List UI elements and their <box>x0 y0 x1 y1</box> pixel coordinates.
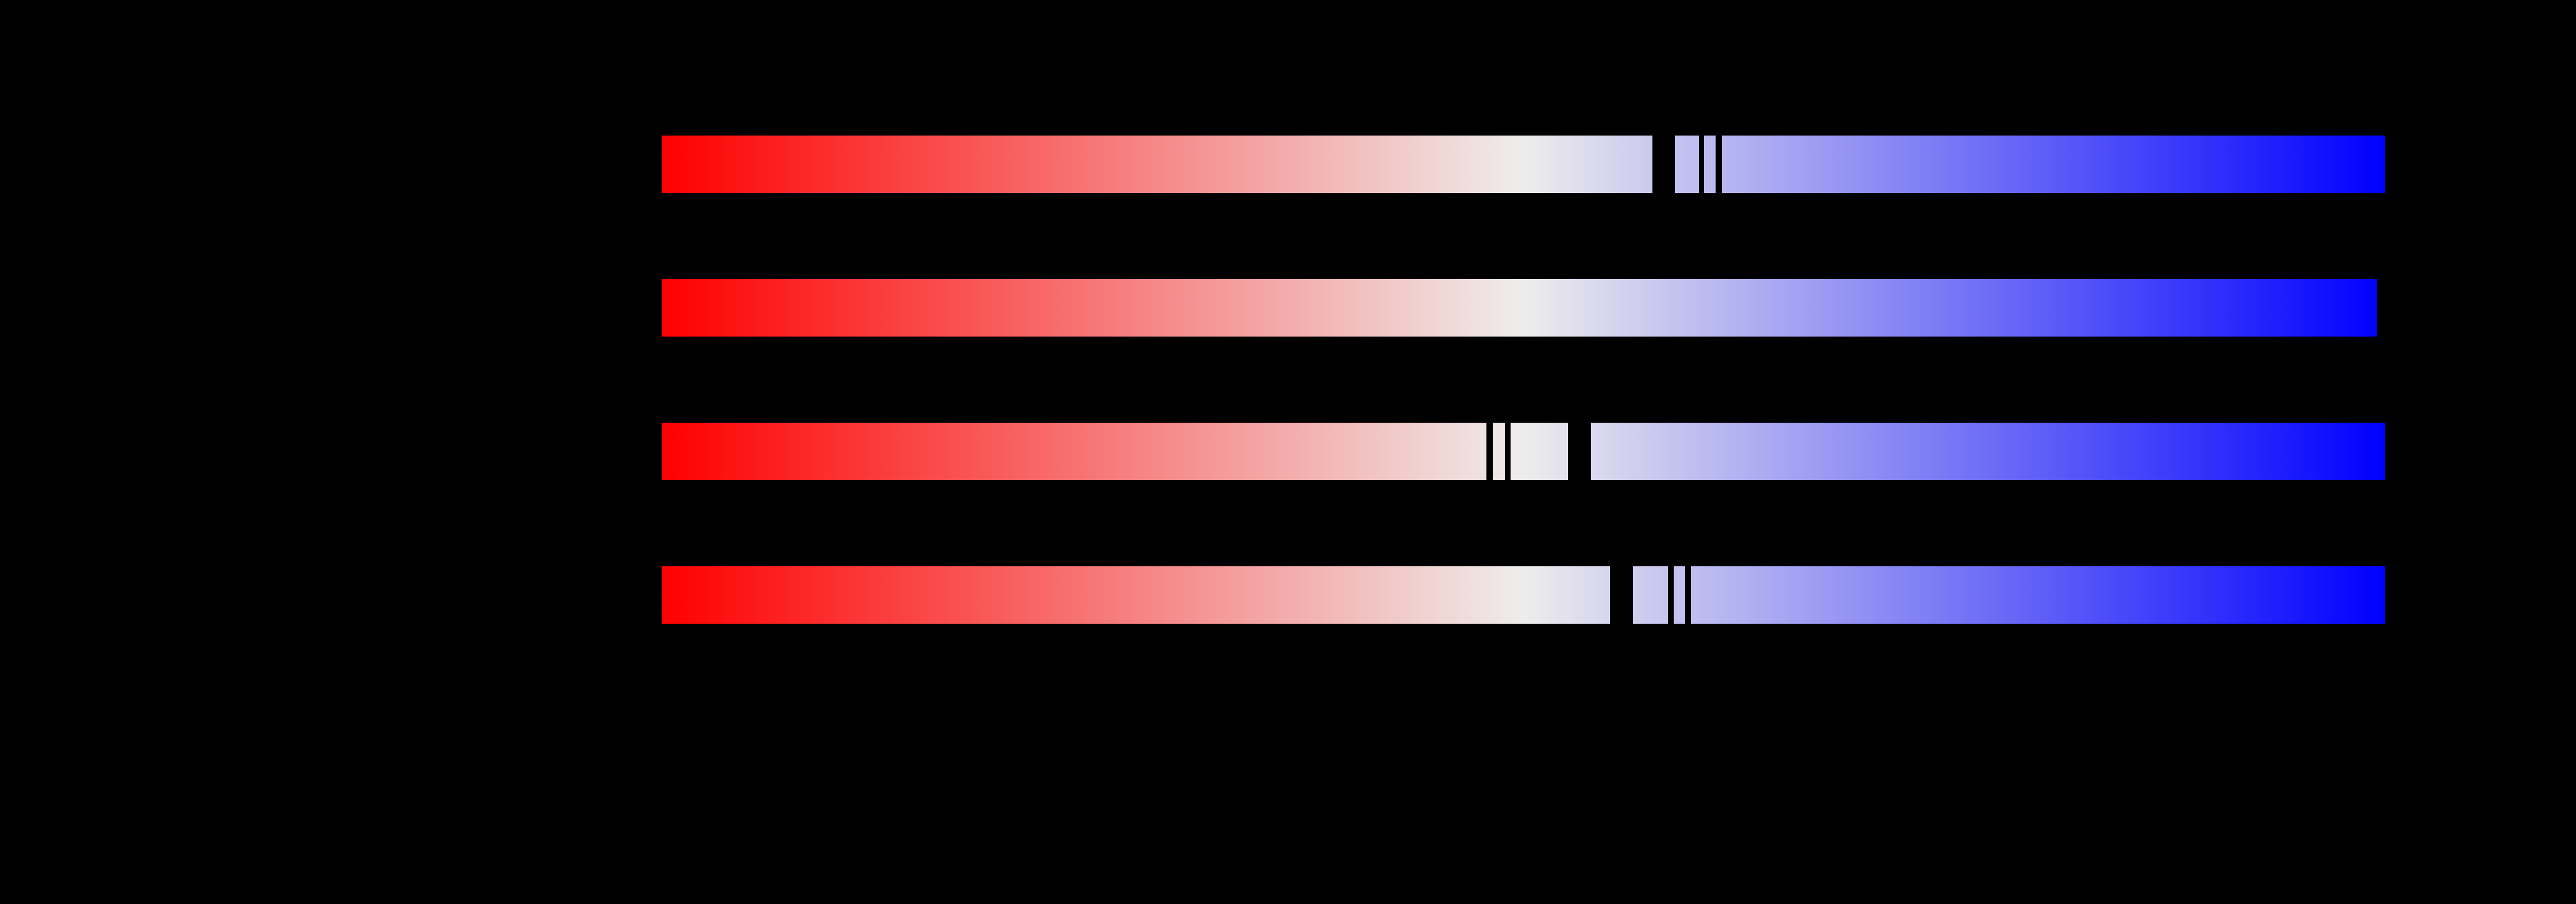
marker-tick-thin <box>1699 136 1704 193</box>
marker-tick-thin <box>1668 566 1674 624</box>
marker-tick-thick <box>1652 136 1675 193</box>
marker-tick-thick <box>1568 423 1591 480</box>
gradient-bar-1 <box>662 136 2385 193</box>
gradient-bar-3 <box>662 423 2385 480</box>
marker-tick-thin <box>1716 136 1722 193</box>
marker-tick-thick <box>1610 566 1633 624</box>
marker-tick-thin <box>1486 423 1493 480</box>
marker-tick-thick <box>2377 279 2385 337</box>
marker-tick-thin <box>1685 566 1691 624</box>
marker-tick-thin <box>1505 423 1511 480</box>
gradient-bar-2 <box>662 279 2385 337</box>
gradient-bar-4 <box>662 566 2385 624</box>
